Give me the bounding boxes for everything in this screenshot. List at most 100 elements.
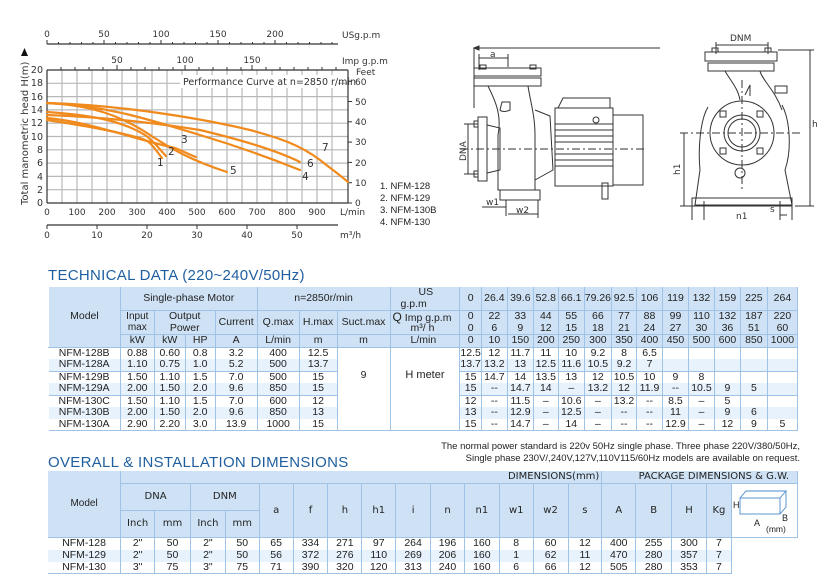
- pump-side-view-drawing: a DNA w1 w2: [459, 45, 660, 218]
- head-value-cell: [740, 347, 768, 359]
- chart-annotation: Performance Curve at n=2850 r/min: [183, 77, 356, 88]
- current-cell: 9.6: [215, 406, 258, 419]
- head-value-cell: 15: [459, 418, 482, 432]
- n-cell: 206: [430, 549, 465, 562]
- current-cell: 7.0: [215, 370, 258, 383]
- dimensions-title: OVERALL & INSTALLATION DIMENSIONS: [48, 454, 349, 471]
- head-value-cell: 13.2: [584, 382, 613, 395]
- head-value-cell: [767, 383, 799, 395]
- w2-cell: 62: [533, 549, 569, 562]
- head-value-cell: 12.9: [507, 406, 534, 419]
- x-tick: 500: [188, 208, 205, 218]
- head-value-cell: 9.2: [611, 358, 638, 371]
- header-hmax: H.max: [298, 310, 338, 335]
- svg-text:(mm): (mm): [766, 524, 786, 534]
- f-cell: 390: [293, 561, 329, 574]
- model-cell: NFM-130: [48, 561, 122, 574]
- head-value-cell: [688, 347, 715, 359]
- table-row: NFM-129B 1.50 1.10 1.5 7.0 500 15 15 14.7 14 13.5 1…: [48, 370, 799, 383]
- pA-cell: 400: [601, 537, 637, 550]
- head-value-cell: 15: [459, 370, 482, 383]
- pH-cell: 300: [671, 537, 707, 550]
- unit-m: m: [298, 334, 338, 348]
- x-tick: 700: [248, 208, 265, 218]
- head-value-cell: --: [611, 406, 638, 419]
- chart-grid: [47, 70, 348, 203]
- x-tick: 800: [278, 208, 295, 218]
- flow-m3h-cell: 88 24: [636, 310, 663, 335]
- w1-cell: 1: [499, 549, 534, 562]
- curve-label-5: 5: [230, 165, 237, 177]
- n1-cell: 160: [464, 561, 500, 574]
- head-value-cell: 5: [714, 394, 741, 407]
- m3h-tick: 50: [291, 231, 303, 241]
- header-speed: n=2850r/min: [256, 287, 391, 311]
- flow-lmin-cell: 500: [687, 334, 715, 348]
- output-hp-cell: 2.0: [185, 406, 216, 419]
- header-usgpm: US g.p.m: [389, 286, 461, 311]
- feet-tick: 40: [355, 118, 367, 128]
- head-value-cell: 13: [507, 358, 534, 371]
- output-kw-cell: 1.10: [154, 370, 186, 383]
- head-value-cell: 15: [459, 382, 482, 395]
- dna-mm-cell: 50: [154, 549, 191, 562]
- table-row: NFM-130C 1.50 1.10 1.5 7.0 600 12 12 -- 11.5–10.6…: [48, 394, 799, 407]
- head-value-cell: 13.2: [611, 394, 638, 407]
- header-suctmax: Suct.max: [336, 310, 391, 335]
- pH-cell: 357: [671, 549, 707, 562]
- curve-label-7: 7: [322, 142, 329, 154]
- y-axis-arrow-icon: [21, 48, 28, 56]
- dim-header-package: PACKAGE DIMENSIONS & G.W.: [601, 471, 798, 484]
- head-value-cell: 6.5: [636, 347, 663, 359]
- legend-item: 2. NFM-129: [380, 193, 430, 204]
- head-value-cell: [740, 370, 768, 383]
- qmax-cell: 850: [257, 406, 300, 419]
- y-tick: 2: [37, 185, 43, 196]
- unit-m: m: [336, 334, 391, 348]
- flow-usgpm-cell: 264: [766, 287, 799, 311]
- output-kw-cell: 1.50: [154, 382, 186, 395]
- current-cell: 3.2: [215, 347, 258, 359]
- f-cell: 334: [293, 537, 329, 550]
- a-cell: 65: [259, 537, 294, 550]
- head-value-cell: 11: [533, 347, 559, 359]
- flow-usgpm-cell: 26.4: [480, 287, 508, 311]
- head-value-cell: 9.2: [584, 347, 613, 359]
- flow-lmin-cell: 200: [532, 334, 559, 348]
- package-box-icon: H B A (mm): [733, 490, 788, 534]
- y-tick: 6: [37, 158, 43, 169]
- head-value-cell: 10: [636, 370, 663, 383]
- head-value-cell: --: [481, 406, 508, 419]
- flow-m3h-cell: 187 51: [739, 310, 768, 335]
- output-hp-cell: 0.8: [185, 347, 216, 359]
- head-value-cell: 12: [459, 394, 482, 407]
- hmax-cell: 13.7: [299, 358, 338, 371]
- flow-lmin-cell: 850: [739, 334, 768, 348]
- technical-data-table: Model Single-phase Motor n=2850r/min US …: [48, 286, 799, 432]
- flow-lmin-cell: 450: [661, 334, 689, 348]
- head-value-cell: 13: [459, 406, 482, 419]
- feet-tick: 60: [355, 78, 367, 88]
- flow-lmin-cell: 10: [480, 334, 508, 348]
- flow-lmin-cell: 600: [713, 334, 741, 348]
- qmax-cell: 1000: [257, 418, 300, 432]
- technical-rows: NFM-128B 0.88 0.60 0.8 3.2 400 12.5 9 H meter 12.…: [48, 347, 799, 432]
- dim-header-s: s: [568, 483, 603, 538]
- head-value-cell: [714, 347, 741, 359]
- flow-lmin-cell: 400: [636, 334, 663, 348]
- curve-label-6: 6: [307, 158, 314, 170]
- y-tick: 0: [37, 198, 43, 209]
- x-tick: 0: [44, 208, 50, 218]
- y-tick: 16: [31, 92, 43, 103]
- dim-label-dna: DNA: [459, 140, 469, 161]
- head-value-cell: –: [584, 406, 613, 419]
- m3h-tick: 40: [241, 231, 253, 241]
- head-value-cell: --: [636, 394, 663, 407]
- curve-4: [45, 101, 302, 172]
- unit-kw: kW: [119, 334, 155, 348]
- dim-header-a: a: [259, 483, 294, 538]
- dnm-in-cell: 2": [190, 537, 226, 550]
- dim-header-h1: h1: [361, 483, 397, 538]
- head-value-cell: [662, 359, 689, 371]
- head-value-cell: 11.5: [507, 394, 534, 407]
